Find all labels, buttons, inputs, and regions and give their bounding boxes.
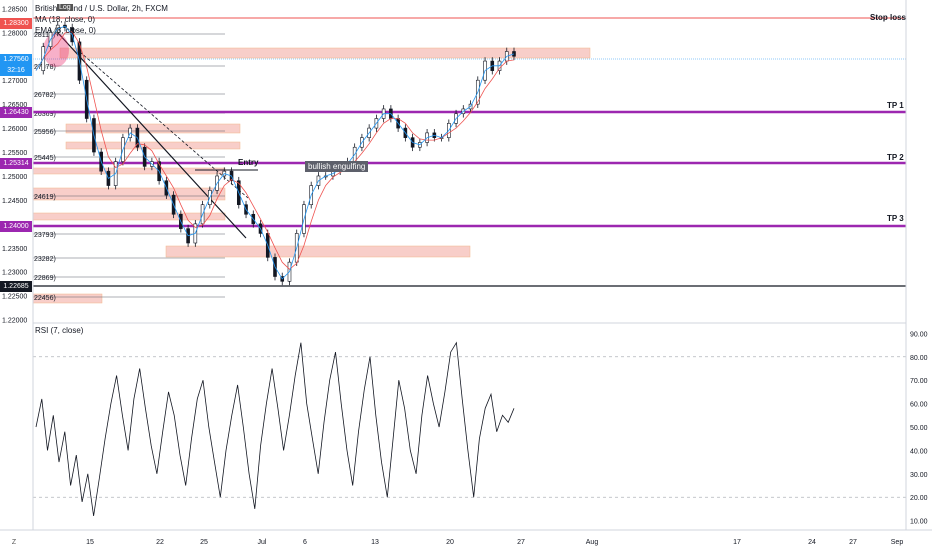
zone-rect	[32, 187, 226, 201]
fib-label: 28117)	[34, 32, 55, 39]
zone-rect	[32, 212, 226, 221]
fib-label: 23282)	[34, 256, 56, 263]
price-tick-label: 1.25500	[2, 150, 27, 157]
low-price-tag: 1.22685	[0, 281, 32, 292]
fib-label: 24619)	[34, 194, 56, 201]
price-series	[35, 21, 516, 286]
fib-label: 26369)	[34, 111, 56, 118]
ema-line	[35, 25, 515, 280]
stop-price-tag: 1.28300	[0, 18, 32, 29]
rsi-tick-label: 80.00	[910, 355, 928, 362]
price-tick-label: 1.22500	[2, 294, 27, 301]
ma-line	[35, 31, 515, 270]
price-tick-label: 1.23500	[2, 246, 27, 253]
time-tick-label: 20	[446, 539, 454, 546]
rsi-tick-label: 10.00	[910, 519, 928, 526]
price-tick-label: 1.24500	[2, 198, 27, 205]
price-tick-label: 1.26000	[2, 126, 27, 133]
timezone-icon: Z	[12, 539, 17, 546]
tp1-label: TP 1	[887, 101, 904, 110]
ma-legend: MA (18, close, 0)	[35, 15, 96, 24]
zone-rect	[32, 167, 226, 175]
rsi-tick-label: 60.00	[910, 402, 928, 409]
tp3-price-tag: 1.24000	[0, 221, 32, 232]
time-tick-label: Sep	[891, 539, 904, 546]
price-tick-label: 1.28500	[2, 6, 27, 13]
bullish-engulfing-label: bullish engulfing	[305, 161, 369, 172]
zone-rect	[65, 123, 241, 134]
tp3-label: TP 3	[887, 214, 904, 223]
grid	[33, 356, 906, 498]
zone-rect	[59, 47, 591, 59]
rsi-tick-label: 90.00	[910, 331, 928, 338]
price-tick-label: 1.23000	[2, 270, 27, 277]
symbol-title: British Pound / U.S. Dollar, 2h, FXCM	[35, 4, 168, 13]
price-tick-label: 1.22000	[2, 318, 27, 325]
time-tick-label: 15	[86, 539, 94, 546]
price-tick-label: 1.26500	[2, 102, 27, 109]
rsi-tick-label: 40.00	[910, 448, 928, 455]
stop-loss-label: Stop loss	[870, 13, 907, 22]
time-tick-label: Aug	[586, 539, 599, 546]
time-tick-label: 27	[849, 539, 857, 546]
horizontal-levels	[33, 17, 906, 287]
fib-label: 26782)	[34, 92, 56, 99]
tp1-price-tag: 1.26430	[0, 107, 32, 118]
fib-label: 25956)	[34, 129, 56, 136]
rsi-tick-label: 50.00	[910, 425, 928, 432]
time-tick-label: Jul	[258, 539, 267, 546]
fib-label: 22869)	[34, 275, 56, 282]
tp2-price-tag: 1.25314	[0, 158, 32, 169]
log-tag[interactable]: Log	[57, 4, 73, 11]
entry-label: Entry	[238, 158, 259, 167]
rsi-legend: RSI (7, close)	[35, 326, 84, 335]
time-tick-label: 17	[733, 539, 741, 546]
rsi-series	[35, 341, 515, 517]
downtrend-dashed-line	[79, 51, 249, 199]
fib-label: 22456)	[34, 295, 56, 302]
rsi-line	[35, 341, 515, 517]
price-tick-label: 1.28000	[2, 30, 27, 37]
time-tick-label: 13	[371, 539, 379, 546]
current-price-tag: 1.27560	[0, 54, 32, 65]
time-tick-label: 24	[808, 539, 816, 546]
supply-demand-zones	[32, 47, 591, 304]
time-tick-label: 27	[517, 539, 525, 546]
rsi-tick-label: 30.00	[910, 472, 928, 479]
countdown-tag: 32:16	[0, 65, 32, 76]
tp2-label: TP 2	[887, 153, 904, 162]
rsi-tick-label: 70.00	[910, 378, 928, 385]
candle-body	[512, 51, 516, 57]
time-tick-label: 6	[303, 539, 307, 546]
ema-legend: EMA (8, close, 0)	[35, 26, 96, 35]
price-tick-label: 1.27000	[2, 78, 27, 85]
rsi-tick-label: 20.00	[910, 495, 928, 502]
fib-label: 23793)	[34, 232, 56, 239]
time-tick-label: 22	[156, 539, 164, 546]
zone-rect	[165, 245, 471, 258]
fib-label: 25445)	[34, 155, 56, 162]
time-tick-label: 25	[200, 539, 208, 546]
price-tick-label: 1.25000	[2, 174, 27, 181]
zone-rect	[65, 141, 241, 150]
